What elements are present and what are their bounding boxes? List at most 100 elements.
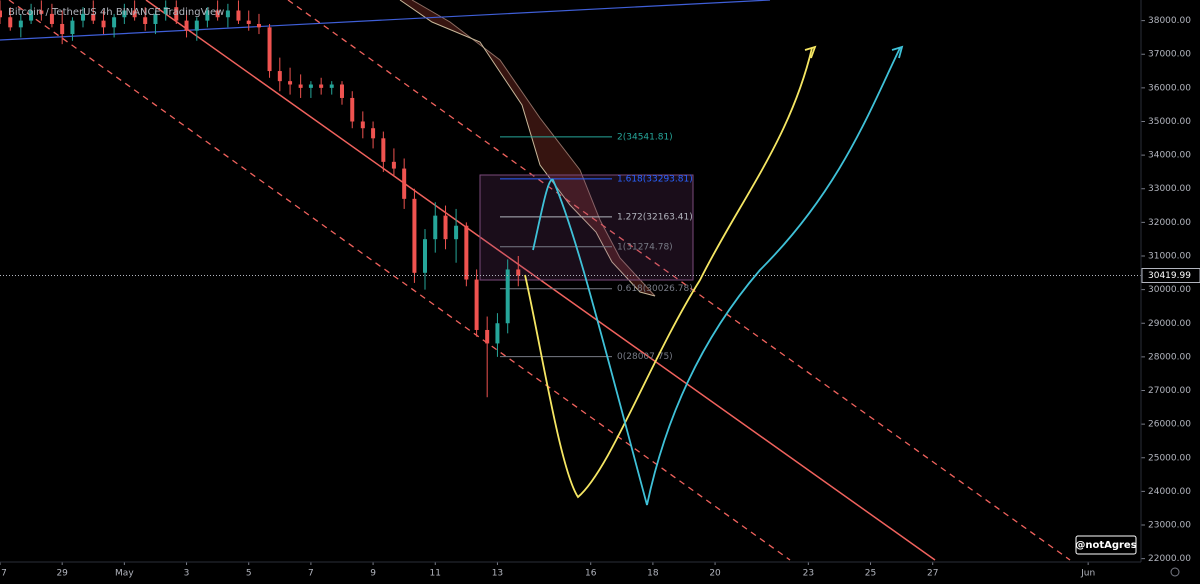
candle-body xyxy=(215,10,220,18)
candle-body xyxy=(39,10,44,14)
candle-body xyxy=(163,7,168,14)
candle-body xyxy=(516,269,521,276)
candle-body xyxy=(174,7,179,21)
x-tick-label: 20 xyxy=(709,569,721,579)
candle-body xyxy=(277,71,282,82)
arrow-head xyxy=(804,45,817,59)
candle-body xyxy=(18,20,23,28)
candle-body xyxy=(360,121,365,129)
candle-body xyxy=(422,239,427,273)
x-tick-label: 29 xyxy=(56,569,68,579)
y-tick-label: 31000.00 xyxy=(1148,251,1191,261)
candle-body xyxy=(0,10,2,18)
candle-body xyxy=(153,13,158,24)
y-tick-label: 35000.00 xyxy=(1148,117,1191,127)
candle-body xyxy=(101,20,106,28)
candle-body xyxy=(122,10,127,18)
x-tick-label: 18 xyxy=(647,569,659,579)
x-tick-label: Jun xyxy=(1080,569,1095,579)
candle-body xyxy=(70,20,75,35)
candle-body xyxy=(184,20,189,31)
watermark-box xyxy=(1075,535,1137,555)
x-tick-label: 11 xyxy=(430,569,441,579)
candle-body xyxy=(339,84,344,98)
candle-body xyxy=(464,225,469,280)
y-tick-label: 33000.00 xyxy=(1148,184,1191,194)
y-tick-label: 32000.00 xyxy=(1148,218,1191,228)
candle-body xyxy=(288,81,293,85)
fib-label: 1.618(33293.81) xyxy=(617,174,693,184)
cloud xyxy=(400,0,655,296)
x-tick-label: 13 xyxy=(492,569,503,579)
candle-body xyxy=(505,269,510,324)
candle-body xyxy=(81,13,86,21)
candle-body xyxy=(246,20,251,24)
candle-body xyxy=(412,198,417,273)
x-tick-label: 5 xyxy=(246,569,252,579)
fib-label: 0.618(30026.78) xyxy=(617,284,693,294)
y-tick-label: 28000.00 xyxy=(1148,352,1191,362)
candle-body xyxy=(29,10,34,21)
y-tick-label: 34000.00 xyxy=(1148,151,1191,161)
x-tick-label: 16 xyxy=(585,569,597,579)
fib-label: 1(31274.78) xyxy=(617,242,673,252)
fib-label: 0(28007.75) xyxy=(617,352,673,362)
x-tick-label: 7 xyxy=(1,569,7,579)
y-tick-label: 23000.00 xyxy=(1148,521,1191,531)
candle-body xyxy=(381,138,386,162)
candle-body xyxy=(454,225,459,240)
x-tick-label: 7 xyxy=(308,569,314,579)
candle-body xyxy=(132,10,137,18)
x-tick-label: 9 xyxy=(370,569,376,579)
x-tick-label: 3 xyxy=(184,569,190,579)
candle-body xyxy=(308,84,313,88)
last-price-label: 30419.99 xyxy=(1148,271,1191,281)
candle-body xyxy=(194,20,199,31)
candle-body xyxy=(474,279,479,330)
projection-path xyxy=(524,47,813,499)
y-tick-label: 22000.00 xyxy=(1148,554,1191,564)
candle-body xyxy=(350,97,355,122)
candle-body xyxy=(225,10,230,18)
y-tick-label: 36000.00 xyxy=(1148,83,1191,93)
y-tick-label: 38000.00 xyxy=(1148,16,1191,26)
candle-body xyxy=(298,84,303,88)
last-price-tag xyxy=(1141,268,1200,284)
trend-line xyxy=(0,0,771,41)
fib-label: 1.272(32163.41) xyxy=(617,212,693,222)
fib-box xyxy=(479,174,694,281)
candle-body xyxy=(319,84,324,88)
candle-body xyxy=(495,323,500,344)
candle-body xyxy=(256,23,261,28)
candle-body xyxy=(402,168,407,199)
x-tick-label: 25 xyxy=(865,569,876,579)
y-tick-label: 30000.00 xyxy=(1148,285,1191,295)
candle-body xyxy=(205,10,210,21)
candle-body xyxy=(267,27,272,72)
fib-label: 2(34541.81) xyxy=(617,132,673,142)
candle-body xyxy=(112,17,117,28)
candle-body xyxy=(443,215,448,240)
candle-body xyxy=(8,17,13,28)
candle-body xyxy=(433,215,438,240)
watermark: @notAgres xyxy=(1075,540,1136,551)
candle-body xyxy=(329,84,334,88)
candle-body xyxy=(236,10,241,21)
candle-body xyxy=(391,161,396,169)
candle-body xyxy=(60,23,65,35)
x-tick-label: 27 xyxy=(927,569,938,579)
cloud-edge xyxy=(411,0,656,297)
candle-body xyxy=(91,13,96,21)
y-tick-label: 24000.00 xyxy=(1148,487,1191,497)
candle-body xyxy=(371,128,376,139)
settings-icon[interactable] xyxy=(1170,567,1180,577)
y-tick-label: 27000.00 xyxy=(1148,386,1191,396)
candle-body xyxy=(49,13,54,24)
candle-body xyxy=(143,17,148,24)
y-tick-label: 25000.00 xyxy=(1148,453,1191,463)
candle-body xyxy=(485,329,490,344)
